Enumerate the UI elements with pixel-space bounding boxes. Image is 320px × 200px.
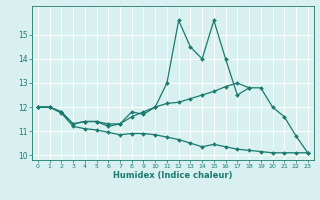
X-axis label: Humidex (Indice chaleur): Humidex (Indice chaleur)	[113, 171, 233, 180]
